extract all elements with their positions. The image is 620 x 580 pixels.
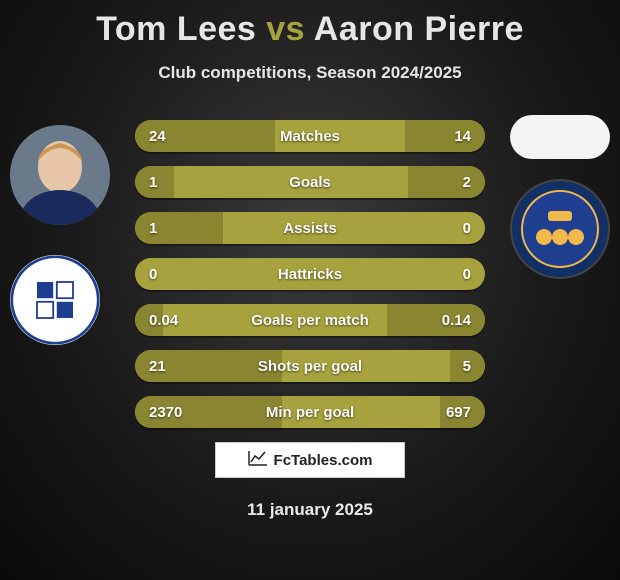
player1-avatar: [10, 125, 110, 225]
stat-value-right: 0.14: [442, 312, 471, 329]
player2-name: Aaron Pierre: [314, 10, 524, 48]
stat-value-left: 0: [149, 266, 157, 283]
stat-row: 1 Goals 2: [135, 166, 485, 198]
stat-value-right: 697: [446, 404, 471, 421]
stat-label: Assists: [283, 220, 336, 237]
stat-row: 0 Hattricks 0: [135, 258, 485, 290]
stat-value-right: 14: [454, 128, 471, 145]
stat-label: Goals: [289, 174, 331, 191]
vs-text: vs: [266, 10, 305, 48]
stat-value-right: 5: [463, 358, 471, 375]
stat-value-left: 0.04: [149, 312, 178, 329]
stat-row: 24 Matches 14: [135, 120, 485, 152]
player2-column: [510, 115, 610, 309]
player1-column: [10, 125, 110, 375]
stats-table: 24 Matches 14 1 Goals 2 1 Assists 0 0 Ha…: [135, 120, 485, 428]
stat-bar-right: [405, 120, 486, 152]
player1-club-badge: [10, 255, 100, 345]
stat-value-left: 1: [149, 220, 157, 237]
stat-value-right: 2: [463, 174, 471, 191]
chart-icon: [248, 450, 268, 470]
stat-label: Goals per match: [251, 312, 369, 329]
player1-name: Tom Lees: [96, 10, 256, 48]
season-subtitle: Club competitions, Season 2024/2025: [0, 63, 620, 83]
brand-badge[interactable]: FcTables.com: [215, 442, 405, 478]
stat-row: 0.04 Goals per match 0.14: [135, 304, 485, 336]
stat-value-left: 24: [149, 128, 166, 145]
stat-label: Min per goal: [266, 404, 354, 421]
comparison-date: 11 january 2025: [0, 500, 620, 520]
stat-value-right: 0: [463, 266, 471, 283]
stat-value-left: 1: [149, 174, 157, 191]
stat-value-left: 21: [149, 358, 166, 375]
player2-avatar: [510, 115, 610, 159]
stat-value-right: 0: [463, 220, 471, 237]
stat-label: Matches: [280, 128, 340, 145]
player2-club-badge: [510, 179, 610, 279]
stat-row: 2370 Min per goal 697: [135, 396, 485, 428]
stat-label: Shots per goal: [258, 358, 362, 375]
brand-text: FcTables.com: [274, 452, 373, 469]
stat-value-left: 2370: [149, 404, 182, 421]
stat-bar-right: [408, 166, 485, 198]
stat-label: Hattricks: [278, 266, 342, 283]
stat-row: 21 Shots per goal 5: [135, 350, 485, 382]
stat-row: 1 Assists 0: [135, 212, 485, 244]
comparison-title: Tom Lees vs Aaron Pierre: [0, 0, 620, 49]
